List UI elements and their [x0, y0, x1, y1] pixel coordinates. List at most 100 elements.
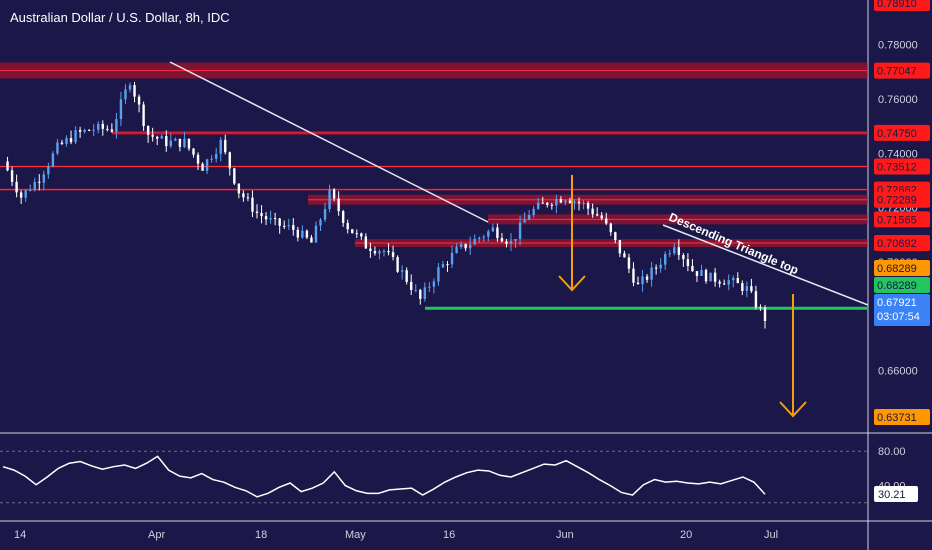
candle-body: [636, 282, 640, 285]
x-tick-label: May: [345, 529, 366, 541]
x-tick-label: Jun: [556, 529, 574, 541]
down-arrow-head: [779, 401, 807, 418]
candle-body: [396, 256, 399, 272]
candle-body: [33, 181, 36, 191]
candle-body: [741, 283, 744, 291]
y-tick-label: 0.76000: [878, 94, 918, 106]
x-tick-label: 20: [680, 529, 692, 541]
candle-body: [237, 183, 241, 194]
candle-body: [296, 229, 300, 238]
last-price: 0.67921: [877, 297, 917, 309]
candle-body: [727, 280, 730, 285]
candle-body: [405, 270, 408, 282]
candle-body: [205, 159, 209, 171]
candle-body: [514, 238, 517, 241]
candle-body: [364, 236, 368, 249]
candle-body: [527, 215, 531, 220]
price-level-tag-bg: [874, 260, 930, 276]
candle-body: [446, 264, 449, 266]
horizontal-levels: [0, 62, 868, 310]
price-level-tag: 0.63731: [877, 412, 917, 424]
candle-body: [78, 130, 82, 132]
candle-body: [664, 254, 667, 265]
candle-body: [659, 264, 662, 269]
price-level-tag: 0.71565: [877, 214, 917, 226]
candle-body: [319, 219, 322, 226]
candle-body: [47, 166, 50, 175]
price-level-tag: 0.78910: [877, 0, 917, 10]
candle-body: [51, 153, 55, 167]
candle-body: [709, 272, 712, 282]
candle-body: [287, 225, 290, 227]
candle-body: [537, 202, 540, 209]
candle-body: [736, 277, 739, 284]
candle-body: [605, 218, 608, 224]
osc-tick-label: 80.00: [878, 446, 906, 458]
candle-body: [328, 189, 331, 210]
candle-body: [632, 268, 635, 283]
osc-last-value: 30.21: [878, 489, 906, 501]
candle-body: [482, 236, 485, 238]
candle-body: [532, 208, 535, 216]
candle-body: [165, 136, 168, 147]
candle-body: [668, 253, 671, 255]
candle-body: [595, 214, 599, 216]
candle-body: [487, 231, 490, 237]
candle-body: [92, 129, 95, 131]
candle-body: [74, 130, 77, 143]
candles: [6, 81, 767, 329]
candle-body: [115, 119, 118, 132]
candle-body: [246, 197, 250, 199]
candle-body: [468, 244, 472, 249]
candle-body: [174, 138, 177, 141]
price-level-tag: 0.74750: [877, 128, 917, 140]
candle-body: [142, 104, 145, 127]
candle-body: [410, 281, 413, 290]
x-tick-label: 18: [255, 529, 267, 541]
candle-body: [192, 148, 195, 155]
candle-body: [305, 230, 309, 238]
candle-body: [224, 139, 227, 153]
candle-body: [700, 270, 703, 276]
price-level-tag-bg: [874, 409, 930, 425]
candle-body: [713, 272, 717, 282]
candle-body: [178, 138, 182, 147]
candle-body: [500, 238, 504, 242]
candle-body: [187, 138, 191, 149]
candle-body: [564, 200, 567, 203]
candle-body: [124, 89, 127, 100]
x-tick-label: Jul: [764, 529, 778, 541]
candle-body: [677, 247, 681, 256]
candle-body: [110, 129, 114, 132]
candle-body: [400, 270, 404, 272]
candle-body: [718, 281, 721, 284]
candle-body: [582, 202, 585, 204]
candle-body: [133, 85, 136, 97]
price-level-tag-bg: [874, 124, 930, 141]
candle-body: [283, 225, 286, 227]
candle-body: [650, 267, 653, 280]
candle-body: [509, 240, 513, 244]
osc-line: [2, 455, 766, 498]
candle-body: [233, 168, 236, 184]
candle-body: [97, 123, 100, 130]
price-axis: 0.780000.760000.740000.720000.700000.660…: [874, 0, 930, 425]
candle-body: [310, 237, 313, 243]
candle-body: [763, 307, 767, 321]
candle-body: [673, 247, 676, 254]
candle-body: [577, 201, 581, 204]
candle-body: [437, 267, 440, 282]
y-tick-label: 0.78000: [878, 40, 918, 52]
candle-body: [732, 277, 735, 281]
candle-body: [6, 161, 9, 171]
candle-body: [38, 181, 41, 183]
price-level-tag-bg: [874, 235, 930, 252]
candle-body: [691, 266, 694, 272]
candle-body: [568, 200, 572, 203]
candle-body: [378, 251, 381, 254]
candle-body: [387, 251, 390, 253]
candle-body: [455, 247, 458, 253]
candle-body: [464, 244, 467, 249]
osc-value-bg: [874, 486, 918, 502]
